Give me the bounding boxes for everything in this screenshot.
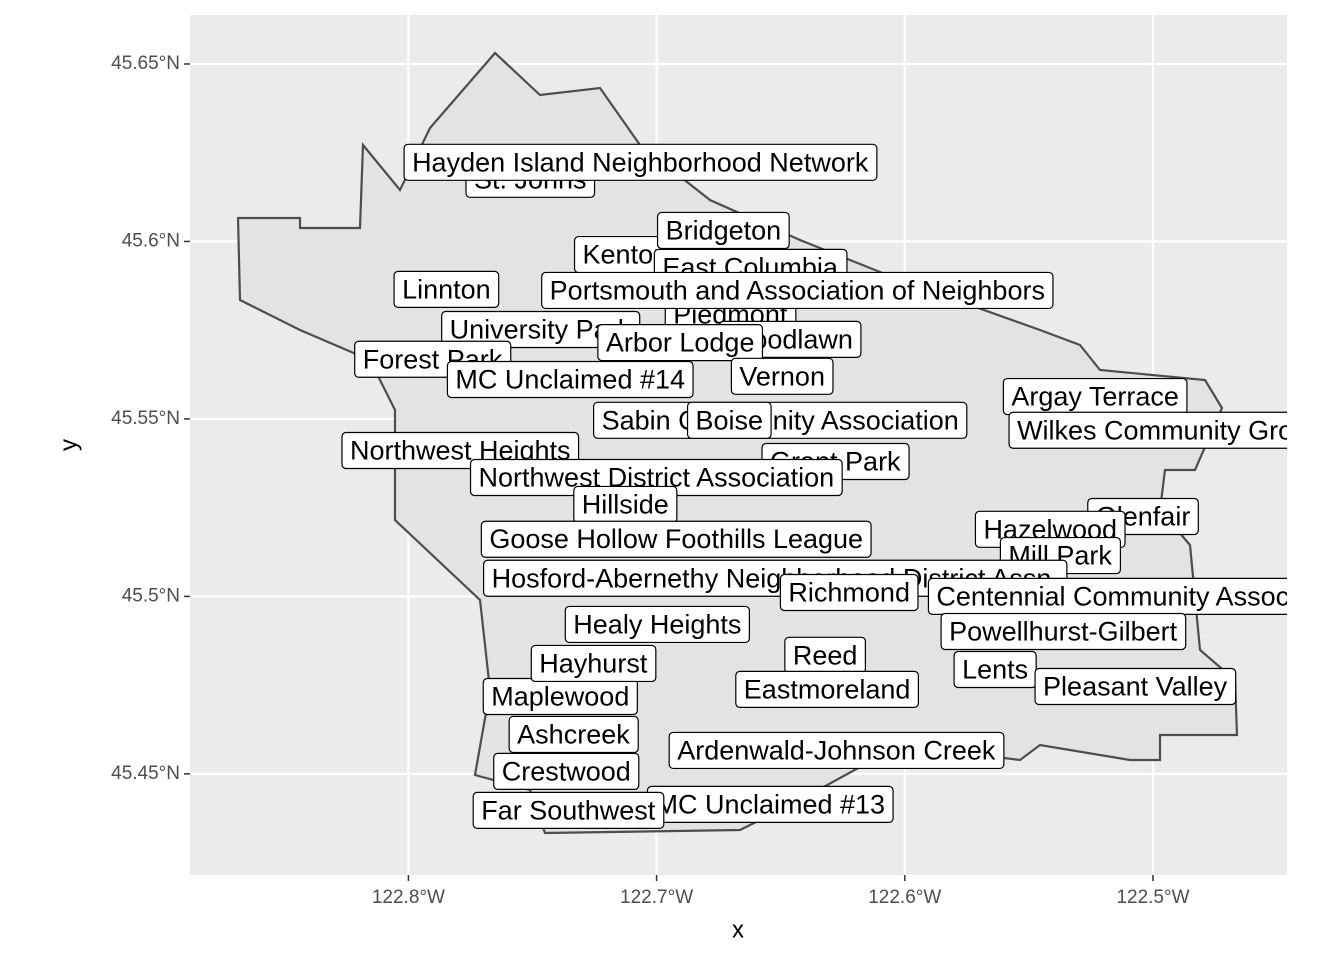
label-text: Hayhurst: [539, 648, 648, 678]
label-box: [668, 731, 1005, 770]
label-box: [735, 670, 920, 708]
label-text: Argay Terrace: [1011, 382, 1179, 412]
label-text: MC Unclaimed #13: [655, 789, 885, 819]
labels: St. JohnsHayden Island Neighborhood Netw…: [341, 143, 1344, 830]
x-axis-title: x: [732, 916, 744, 943]
label-text: Ardenwald-Johnson Creek: [677, 735, 996, 765]
neighborhood-label: Boise: [686, 401, 772, 439]
label-text: Powellhurst-Gilbert: [949, 617, 1178, 647]
x-tick-label: 122.7°W: [620, 887, 693, 908]
label-text: Reed: [793, 640, 858, 670]
neighborhood-label: Maplewood: [482, 677, 638, 716]
neighborhood-label: Hillside: [573, 485, 678, 524]
label-text: MC Unclaimed #14: [455, 365, 685, 395]
neighborhood-label: Ardenwald-Johnson Creek: [668, 731, 1005, 770]
x-tick-label: 122.8°W: [372, 887, 445, 908]
label-box: [508, 715, 639, 754]
neighborhood-label: University Park: [441, 310, 641, 349]
label-text: Sabin Community Association: [602, 405, 959, 435]
neighborhood-label: Sabin Community Association: [593, 401, 968, 439]
neighborhood-label: Vernon: [730, 357, 834, 395]
label-text: Pleasant Valley: [1043, 672, 1228, 702]
label-text: Linnton: [402, 274, 491, 304]
label-box: [446, 360, 694, 399]
label-box: [730, 357, 834, 395]
neighborhood-label: MC Unclaimed #14: [446, 360, 694, 399]
y-tick-label: 45.45°N: [111, 763, 180, 784]
x-tick-label: 122.5°W: [1116, 887, 1189, 908]
neighborhood-label: Reed: [784, 636, 866, 674]
neighborhood-label: Centennial Community Association: [927, 577, 1344, 615]
neighborhood-label: Hayhurst: [530, 644, 657, 683]
x-tick-label: 122.6°W: [868, 887, 941, 908]
label-box: [593, 401, 968, 439]
y-axis-title: y: [55, 439, 82, 451]
label-text: Eastmoreland: [744, 674, 911, 704]
neighborhood-label: Mill Park: [999, 536, 1122, 575]
label-text: Vernon: [739, 361, 825, 391]
label-text: Bridgeton: [666, 215, 782, 245]
label-box: [686, 401, 772, 439]
label-box: [597, 324, 764, 362]
neighborhood-label: Arbor Lodge: [597, 324, 764, 362]
neighborhood-label: Wilkes Community Group: [1008, 411, 1323, 449]
neighborhood-label: Northwest District Association: [469, 458, 843, 497]
label-text: Goose Hollow Foothills League: [489, 524, 863, 554]
y-tick-label: 45.6°N: [122, 230, 180, 251]
neighborhood-label: Far Southwest: [472, 791, 665, 830]
y-tick-label: 45.55°N: [111, 408, 180, 429]
neighborhood-label: Lents: [953, 650, 1037, 689]
label-text: Healy Heights: [573, 609, 741, 639]
neighborhood-label: Healy Heights: [564, 605, 750, 644]
label-text: Portsmouth and Association of Neighbors: [550, 275, 1045, 305]
y-tick-label: 45.5°N: [122, 585, 180, 606]
label-box: [1008, 411, 1287, 449]
label-box: [656, 211, 790, 250]
neighborhood-label: Eastmoreland: [735, 670, 920, 708]
label-box: [1034, 667, 1237, 706]
neighborhood-label: Bridgeton: [656, 211, 790, 250]
label-text: Hillside: [582, 489, 669, 519]
label-text: Wilkes Community Group: [1017, 415, 1323, 445]
label-text: Crestwood: [502, 756, 631, 786]
label-text: Boise: [696, 405, 764, 435]
label-box: [480, 520, 872, 558]
neighborhood-label: Portsmouth and Association of Neighbors: [541, 271, 1054, 310]
neighborhood-label: Pleasant Valley: [1034, 667, 1237, 706]
neighborhood-label: MC Unclaimed #13: [646, 785, 894, 823]
label-text: Arbor Lodge: [606, 328, 755, 358]
neighborhood-label: Linnton: [393, 270, 500, 308]
label-text: Maplewood: [491, 681, 629, 711]
neighborhood-label: Goose Hollow Foothills League: [480, 520, 872, 558]
label-box: [541, 271, 1054, 310]
label-box: [940, 612, 1187, 651]
neighborhood-label: Hayden Island Neighborhood Network: [403, 143, 878, 181]
label-text: Lents: [962, 654, 1028, 684]
label-box: [472, 791, 665, 830]
label-box: [403, 143, 878, 181]
label-box: [564, 605, 750, 644]
label-box: [393, 270, 500, 308]
y-tick-label: 45.65°N: [111, 53, 180, 74]
label-text: Hayden Island Neighborhood Network: [412, 147, 869, 177]
neighborhood-label: Powellhurst-Gilbert: [940, 612, 1187, 651]
label-box: [530, 644, 657, 683]
label-text: Richmond: [788, 577, 910, 607]
neighborhood-label: Crestwood: [493, 752, 640, 790]
neighborhood-label: Argay Terrace: [1002, 377, 1188, 416]
label-box: [493, 752, 640, 790]
label-text: Far Southwest: [481, 795, 656, 825]
neighborhood-label: Ashcreek: [508, 715, 639, 754]
neighborhood-label: Richmond: [779, 573, 919, 612]
label-box: [779, 573, 919, 612]
label-text: Centennial Community Association: [936, 581, 1344, 611]
label-text: Ashcreek: [517, 719, 630, 749]
